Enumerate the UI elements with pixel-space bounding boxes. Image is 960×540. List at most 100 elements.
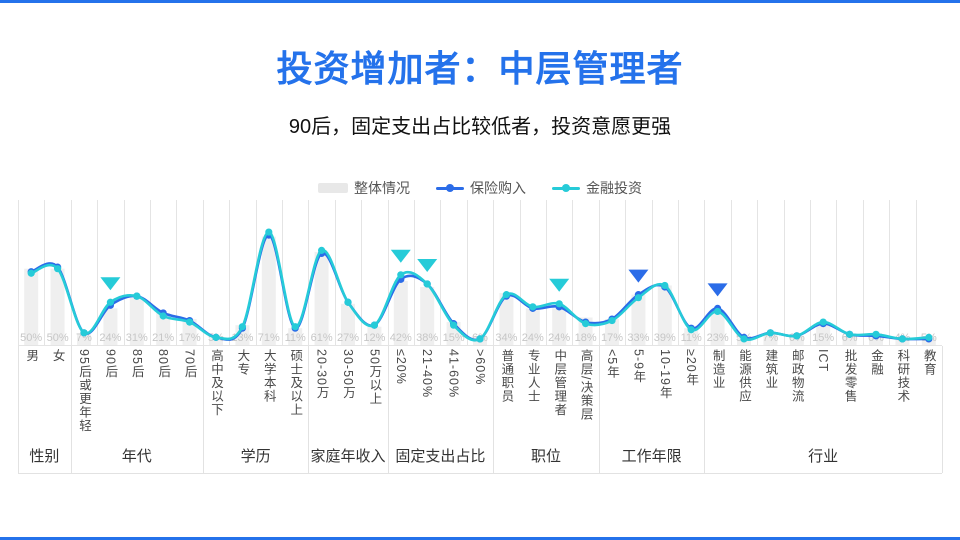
bar <box>209 337 223 345</box>
gridlines <box>18 200 943 346</box>
data-point <box>212 333 220 341</box>
bar-value-label: 15% <box>812 332 834 344</box>
bar <box>631 294 646 345</box>
bar <box>763 334 778 345</box>
bar-value-label: 39% <box>654 332 676 344</box>
data-point <box>54 265 62 273</box>
category-label: 大学本科 <box>261 349 276 403</box>
category-label: ≥20年 <box>684 349 699 387</box>
group-separator <box>599 346 600 473</box>
data-point <box>555 300 563 308</box>
category-label: 邮政物流 <box>789 349 804 403</box>
category-label: 男 <box>24 349 39 363</box>
bar-value-label: 11% <box>681 332 702 344</box>
bar-value-label: 42% <box>390 332 412 344</box>
bar-value-label: 12% <box>363 332 385 344</box>
data-point <box>502 291 510 299</box>
group-label: 工作年限 <box>621 448 682 465</box>
x-axis: 男女 95后或更年轻 90后 85后 80后 70后 高中及以下 大专 大学本科 硕士及以上 20-… <box>18 346 943 474</box>
category-label: 教育 <box>921 349 936 376</box>
top-accent-bar <box>0 0 960 3</box>
group-separator <box>388 346 389 473</box>
category-label: ≤20% <box>393 349 408 385</box>
data-point <box>450 321 458 329</box>
bar-value-label: 31% <box>126 332 148 344</box>
category-label: 建筑业 <box>763 349 778 390</box>
data-point <box>476 335 484 343</box>
group-separator <box>71 346 72 473</box>
category-label: 30-50万 <box>340 349 355 400</box>
bar-value-label: 15% <box>443 332 465 344</box>
bar-value-label: 7% <box>76 332 92 344</box>
group-label: 年代 <box>121 448 152 465</box>
category-label: 制造业 <box>710 349 725 390</box>
category-label: 普通职员 <box>499 349 514 403</box>
bar <box>367 326 382 345</box>
data-point <box>27 269 35 277</box>
category-label: 能源供应 <box>736 349 751 403</box>
data-point <box>318 246 326 254</box>
bar-value-label: 24% <box>548 332 570 344</box>
bar <box>816 322 831 345</box>
data-point <box>582 320 590 328</box>
bar <box>393 280 408 345</box>
data-point <box>186 318 194 326</box>
bar <box>420 287 435 345</box>
category-label: 中层管理者 <box>552 349 567 417</box>
data-point <box>872 330 880 338</box>
triangle-marker-icon <box>100 277 121 291</box>
data-point <box>661 281 669 290</box>
group-separator <box>18 346 19 473</box>
category-label: 高层/决策层 <box>578 349 593 421</box>
bar <box>156 312 171 345</box>
data-point <box>925 333 933 341</box>
bar <box>24 268 39 345</box>
data-point <box>714 307 722 316</box>
bar-value-label: 24% <box>99 332 121 344</box>
line-swatch-icon <box>436 183 464 192</box>
bar <box>77 334 91 345</box>
data-point <box>634 294 643 302</box>
legend-item-insurance[interactable]: 保险购入 <box>436 178 526 198</box>
category-label: <5年 <box>604 349 619 379</box>
line-swatch-icon <box>552 183 580 192</box>
bar <box>605 319 619 345</box>
bar <box>869 335 883 345</box>
bar <box>657 285 672 345</box>
bar-value-label: 50% <box>47 332 69 344</box>
group-separator <box>493 346 494 473</box>
category-label: 21-40% <box>420 349 435 399</box>
category-label: 50万以上 <box>367 349 382 406</box>
investment-line <box>27 228 933 343</box>
bar-value-label: 71% <box>258 332 280 344</box>
bar-value-label: 18% <box>575 332 597 344</box>
category-label: 硕士及以上 <box>288 349 303 417</box>
data-point <box>793 332 801 340</box>
bar-value-label: 33% <box>627 332 649 344</box>
bar-value-label: 27% <box>337 332 359 344</box>
group-separator <box>203 346 204 473</box>
group-separator <box>308 346 309 473</box>
legend-label: 金融投资 <box>586 180 642 196</box>
group-label: 行业 <box>808 448 839 465</box>
category-label: 高中及以下 <box>208 349 223 417</box>
bar-value-label: 34% <box>495 332 517 344</box>
bar-value-label: 23% <box>707 332 729 344</box>
bar <box>235 325 250 345</box>
category-label: 科研技术 <box>895 349 910 403</box>
combo-chart: 50%50%7%24%31%21%17%5%13%71%11%61%27%12%… <box>18 200 943 346</box>
triangle-marker-icon <box>707 283 728 297</box>
category-label: 女 <box>50 349 65 363</box>
category-label: >60% <box>472 349 487 386</box>
data-point <box>265 228 273 236</box>
category-label: 85后 <box>129 349 144 379</box>
group-label: 固定支出占比 <box>395 448 486 465</box>
legend-item-overall[interactable]: 整体情况 <box>318 178 410 198</box>
data-point <box>846 330 854 338</box>
bar <box>710 309 725 345</box>
category-label: 专业人士 <box>525 349 540 403</box>
data-point <box>291 323 299 331</box>
legend-item-investment[interactable]: 金融投资 <box>552 178 642 198</box>
plot-area: 50%50%7%24%31%21%17%5%13%71%11%61%27%12%… <box>18 200 943 346</box>
